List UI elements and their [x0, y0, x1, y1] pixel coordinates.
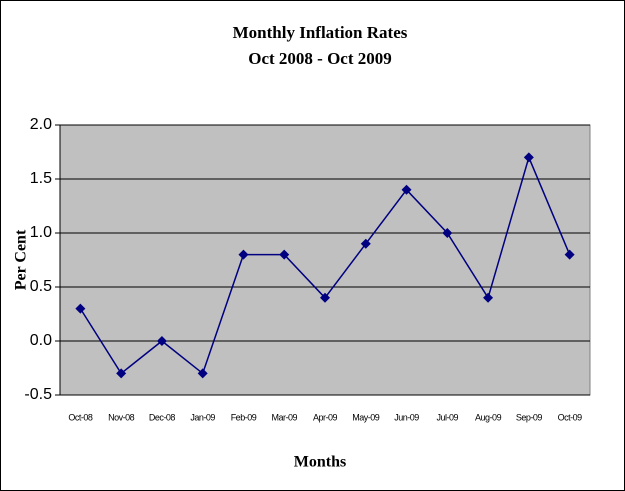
- y-tick-label: 1.0: [30, 224, 52, 241]
- x-tick-label: May-09: [352, 412, 380, 422]
- x-tick-label: Nov-08: [108, 412, 135, 422]
- x-tick-label: Sep-09: [516, 412, 543, 422]
- chart-subtitle: Oct 2008 - Oct 2009: [248, 49, 392, 68]
- x-tick-label: Dec-08: [149, 412, 176, 422]
- x-tick-label: Jul-09: [437, 412, 459, 422]
- x-tick-label: Jun-09: [394, 412, 419, 422]
- marker: [401, 184, 412, 195]
- chart-title: Monthly Inflation Rates: [233, 23, 408, 42]
- marker: [564, 249, 575, 260]
- y-tick-label: 2.0: [30, 116, 52, 133]
- y-tick-label: 1.5: [30, 170, 52, 187]
- y-axis-title: Per Cent: [13, 229, 30, 290]
- x-tick-label: Aug-09: [475, 412, 502, 422]
- marker: [523, 152, 534, 163]
- y-tick-label: 0.0: [30, 332, 52, 349]
- marker: [483, 292, 494, 303]
- y-tick-label: 0.5: [30, 278, 52, 295]
- marker: [238, 249, 249, 260]
- marker: [442, 228, 453, 238]
- marker: [116, 368, 127, 379]
- marker: [197, 368, 208, 379]
- x-tick-label: Jan-09: [190, 412, 215, 422]
- x-axis-title: Months: [294, 454, 346, 471]
- marker: [360, 238, 371, 249]
- marker: [279, 249, 290, 260]
- x-tick-label: Feb-09: [231, 412, 257, 422]
- marker: [320, 292, 330, 303]
- x-tick-label: Apr-09: [313, 412, 338, 422]
- x-tick-label: Oct-08: [68, 412, 93, 422]
- marker: [156, 336, 167, 346]
- y-tick-label: -0.5: [24, 386, 52, 403]
- x-tick-label: Oct-09: [558, 412, 583, 422]
- plot-area: [59, 124, 591, 396]
- x-tick-label: Mar-09: [271, 412, 297, 422]
- marker: [75, 303, 86, 314]
